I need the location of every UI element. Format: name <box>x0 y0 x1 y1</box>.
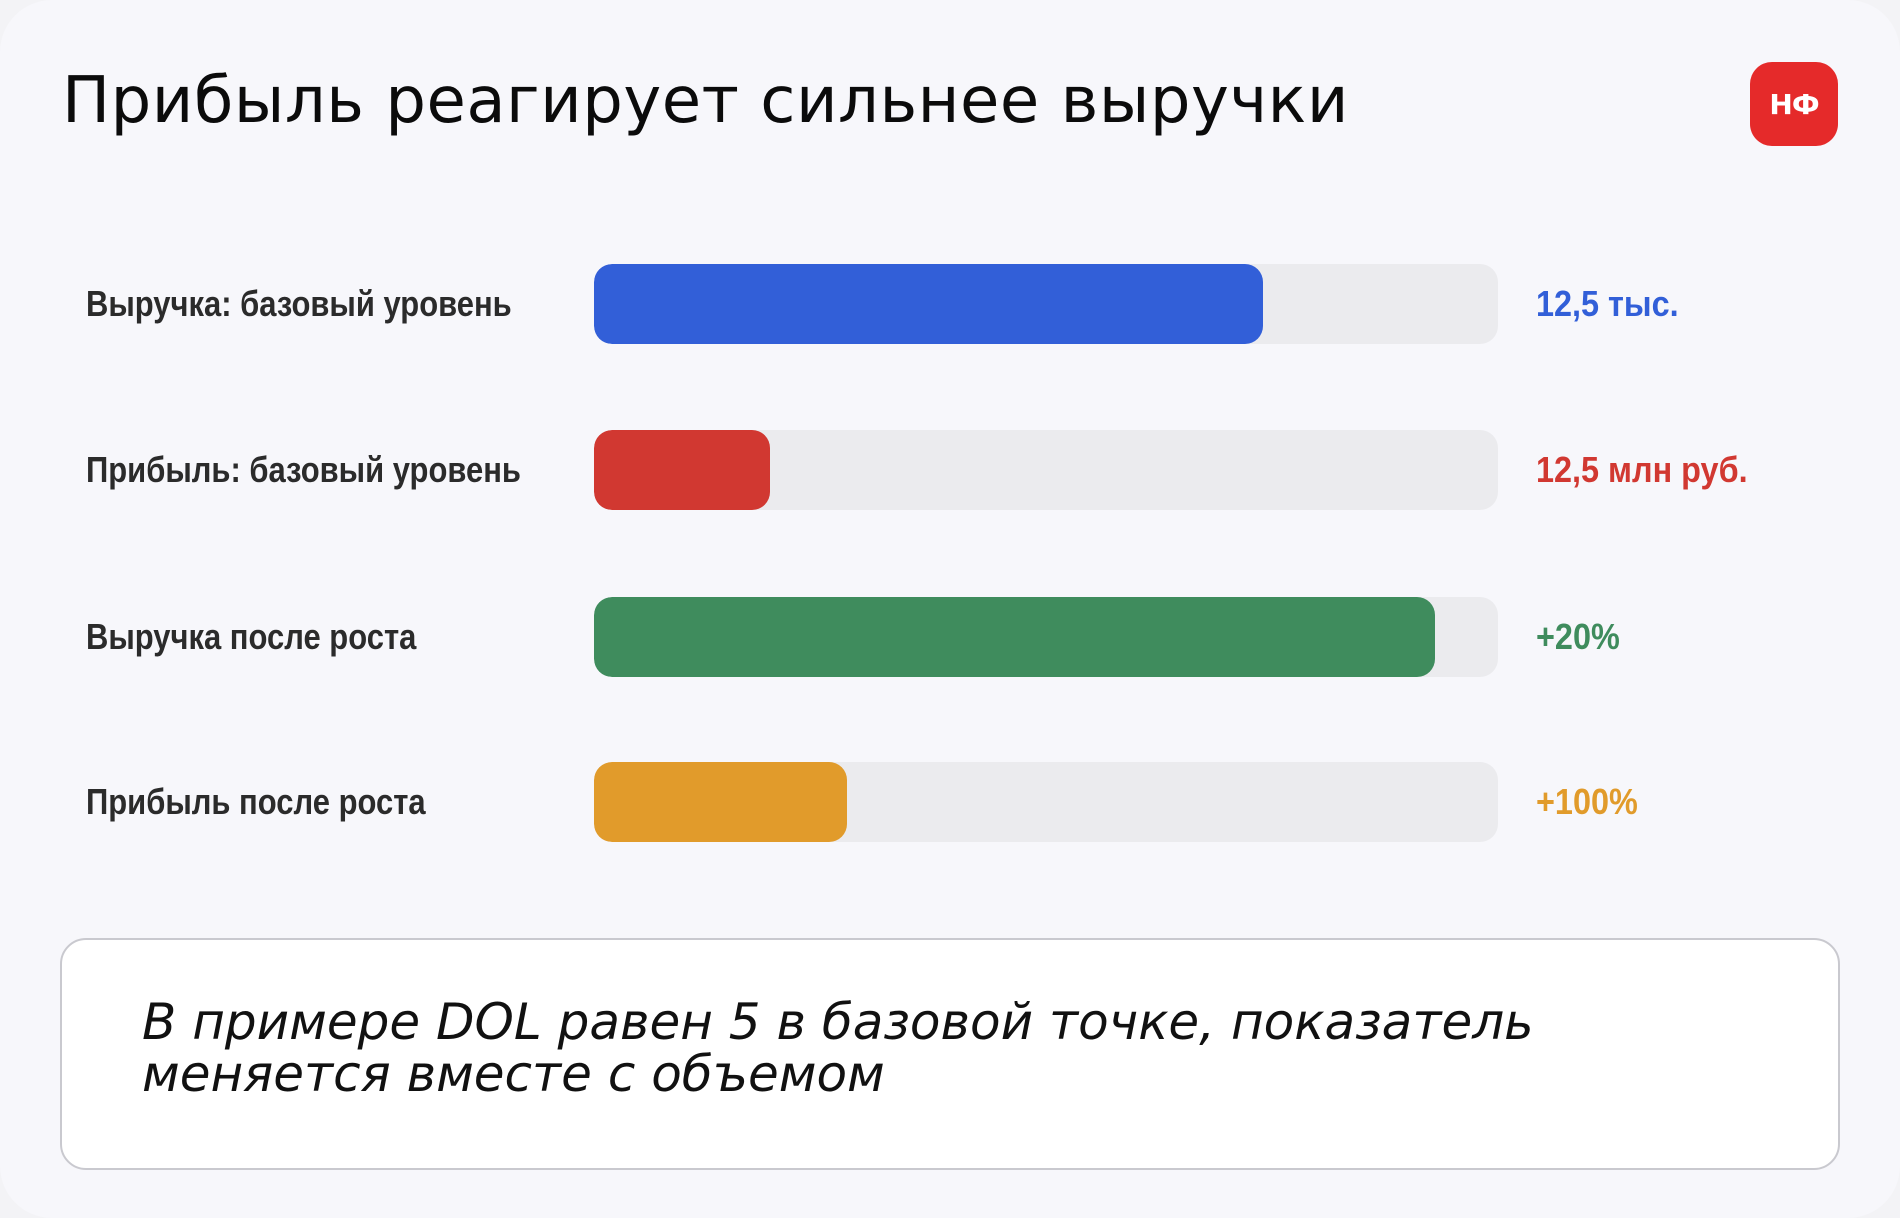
bar-value-label: 12,5 млн руб. <box>1536 449 1748 490</box>
bar-label: Выручка после роста <box>86 616 417 657</box>
bar-row: Выручка после роста +20% <box>0 597 1900 677</box>
bar-track <box>594 264 1498 344</box>
note-box: В примере DOL равен 5 в базовой точке, п… <box>60 938 1840 1170</box>
bar-track <box>594 597 1498 677</box>
bar-row: Прибыль после роста +100% <box>0 762 1900 842</box>
note-text: В примере DOL равен 5 в базовой точке, п… <box>142 993 1534 1103</box>
bar-track <box>594 430 1498 510</box>
page-title: Прибыль реагирует сильнее выручки <box>62 64 1349 138</box>
bar-track <box>594 762 1498 842</box>
bar-fill <box>594 762 847 842</box>
bar-label: Прибыль после роста <box>86 781 426 822</box>
bar-fill <box>594 430 770 510</box>
bar-label: Прибыль: базовый уровень <box>86 449 521 490</box>
bar-row: Выручка: базовый уровень 12,5 тыс. <box>0 264 1900 344</box>
bar-fill <box>594 597 1435 677</box>
bar-fill <box>594 264 1263 344</box>
bar-row: Прибыль: базовый уровень 12,5 млн руб. <box>0 430 1900 510</box>
brand-logo: НФ <box>1750 62 1838 146</box>
bar-value-label: +20% <box>1536 616 1620 657</box>
bar-value-label: +100% <box>1536 781 1638 822</box>
bar-value-label: 12,5 тыс. <box>1536 283 1679 324</box>
bar-label: Выручка: базовый уровень <box>86 283 512 324</box>
